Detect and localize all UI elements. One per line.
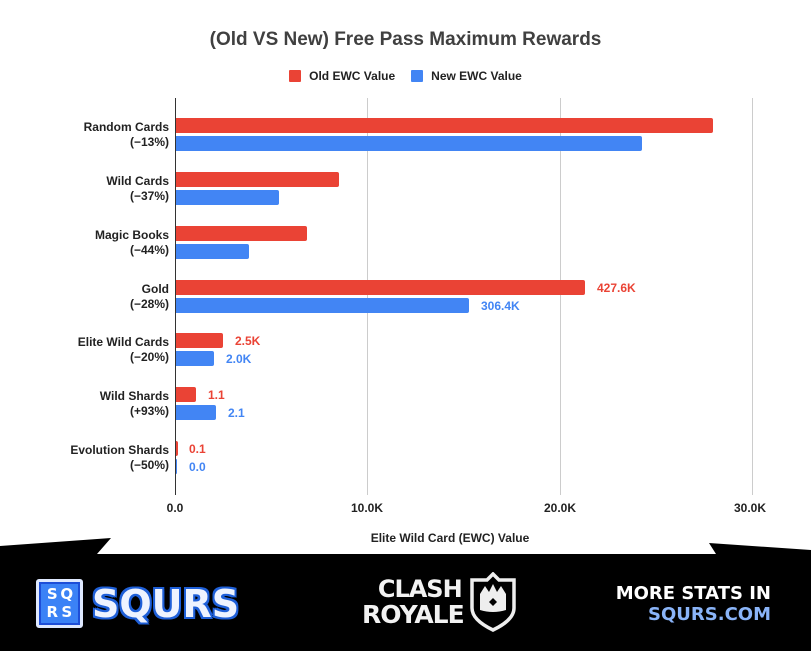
bar-new-evolution-shards[interactable] [176, 459, 177, 474]
page-title: (Old VS New) Free Pass Maximum Rewards [209, 29, 602, 50]
squrs-logo-icon: S Q R S [36, 579, 83, 628]
gridline-20k [560, 98, 561, 495]
data-label-old-gold: 427.6K [597, 281, 636, 295]
legend-label-old: Old EWC Value [309, 69, 396, 83]
bar-old-evolution-shards[interactable] [176, 441, 178, 456]
squrs-box-letter: R [46, 602, 59, 621]
crown-shield-icon [469, 572, 516, 632]
squrs-logo[interactable]: S Q R S SQURS [36, 579, 239, 628]
more-stats-link[interactable]: MORE STATS IN SQURS.COM [616, 583, 771, 625]
y-axis-line [175, 98, 176, 495]
legend-swatch-old [289, 70, 302, 82]
bar-old-elite-wild-cards[interactable] [176, 333, 223, 348]
data-label-new-elite-wild-cards: 2.0K [226, 352, 252, 366]
gridline-30k [752, 98, 753, 495]
category-label: Elite Wild Cards (−20%) [9, 335, 169, 365]
bar-old-wild-cards[interactable] [176, 172, 339, 187]
squrs-box-letter: Q [60, 585, 74, 604]
clash-royale-line1: CLASH [377, 575, 463, 603]
category-change: (−20%) [129, 350, 169, 364]
squrs-wordmark: SQURS [92, 581, 240, 626]
squrs-url[interactable]: SQURS.COM [648, 604, 771, 625]
bar-old-magic-books[interactable] [176, 226, 307, 241]
more-stats-text: MORE STATS IN [615, 583, 771, 604]
category-label: Wild Shards (+93%) [9, 389, 169, 419]
data-label-new-gold: 306.4K [481, 299, 520, 313]
x-tick-10k: 10.0K [350, 501, 384, 515]
x-tick-0: 0.0 [166, 501, 184, 515]
bar-new-wild-cards[interactable] [176, 190, 279, 205]
category-name: Evolution Shards [70, 443, 169, 457]
legend: Old EWC Value New EWC Value [0, 69, 811, 83]
category-label: Wild Cards (−37%) [9, 174, 169, 204]
category-label: Random Cards (−13%) [9, 120, 169, 150]
bar-new-wild-shards[interactable] [176, 405, 216, 420]
bar-old-wild-shards[interactable] [176, 387, 196, 402]
category-change: (+93%) [129, 404, 169, 418]
x-axis-title: Elite Wild Card (EWC) Value [370, 531, 530, 545]
category-label: Magic Books (−44%) [9, 228, 169, 258]
bar-new-elite-wild-cards[interactable] [176, 351, 214, 366]
category-name: Wild Cards [106, 174, 169, 188]
x-tick-20k: 20.0K [543, 501, 577, 515]
category-name: Random Cards [83, 120, 169, 134]
data-label-new-wild-shards: 2.1 [228, 406, 245, 420]
legend-label-new: New EWC Value [431, 69, 522, 83]
category-name: Magic Books [94, 228, 169, 242]
category-change: (−37%) [129, 189, 169, 203]
legend-item-old[interactable]: Old EWC Value [289, 69, 395, 83]
bar-new-magic-books[interactable] [176, 244, 249, 259]
legend-swatch-new [411, 70, 424, 82]
squrs-box-letter: S [61, 602, 73, 621]
category-name: Gold [141, 282, 169, 296]
bar-new-gold[interactable] [176, 298, 469, 313]
category-change: (−28%) [129, 297, 169, 311]
bar-new-random-cards[interactable] [176, 136, 642, 151]
squrs-box-letter: S [46, 585, 58, 604]
bar-old-gold[interactable] [176, 280, 585, 295]
category-change: (−50%) [129, 458, 169, 472]
clash-royale-line2: ROYALE [362, 600, 465, 629]
data-label-new-evolution-shards: 0.0 [189, 460, 206, 474]
data-label-old-elite-wild-cards: 2.5K [235, 334, 261, 348]
category-change: (−44%) [129, 243, 169, 257]
data-label-old-evolution-shards: 0.1 [189, 442, 206, 456]
category-label: Evolution Shards (−50%) [9, 443, 169, 473]
clash-royale-logo: CLASH ROYALE [362, 572, 518, 632]
category-name: Wild Shards [99, 389, 169, 403]
gridline-10k [367, 98, 368, 495]
category-name: Elite Wild Cards [77, 335, 169, 349]
legend-item-new[interactable]: New EWC Value [411, 69, 522, 83]
category-label: Gold (−28%) [9, 282, 169, 312]
data-label-old-wild-shards: 1.1 [208, 388, 225, 402]
category-change: (−13%) [129, 135, 169, 149]
x-tick-30k: 30.0K [733, 501, 767, 515]
bar-old-random-cards[interactable] [176, 118, 713, 133]
